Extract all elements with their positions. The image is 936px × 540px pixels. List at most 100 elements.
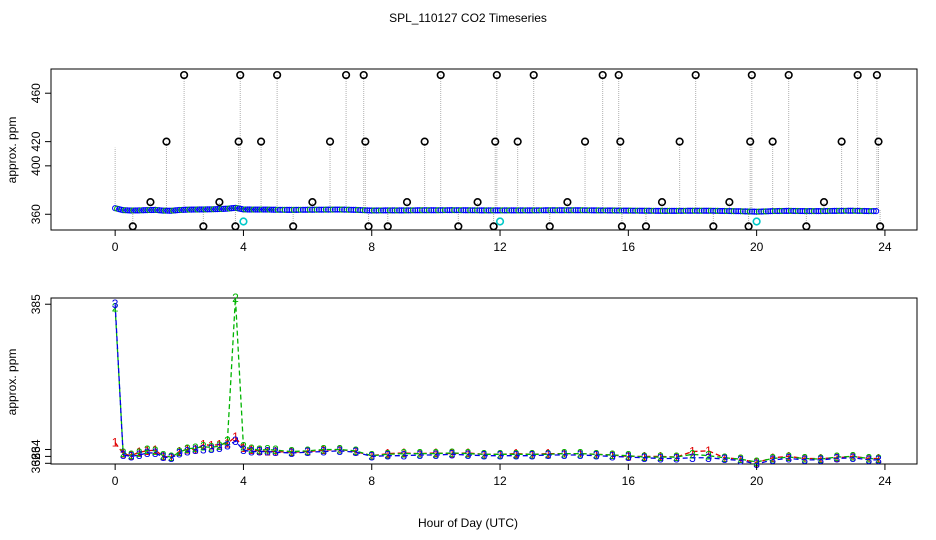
calibration-point — [709, 222, 718, 231]
series-1-marker: 1 — [561, 447, 568, 461]
series-2-marker: 2 — [384, 447, 391, 461]
series-3-marker: 3 — [352, 445, 359, 459]
series-2-marker: 2 — [721, 451, 728, 465]
baseline-point — [673, 207, 680, 214]
series-2-marker: 2 — [801, 451, 808, 465]
baseline-point — [334, 206, 341, 213]
baseline-point — [730, 208, 737, 215]
baseline-point — [512, 207, 520, 214]
baseline-point — [178, 206, 185, 214]
baseline-point — [297, 206, 304, 213]
baseline-point — [428, 207, 435, 214]
baseline-point — [409, 207, 417, 214]
baseline-point — [222, 205, 229, 212]
baseline-point — [842, 207, 850, 214]
bottom-xtick-label: 4 — [240, 474, 247, 488]
series-1-marker: 1 — [657, 449, 664, 463]
series-3-marker: 3 — [609, 449, 616, 463]
series-1-marker: 1 — [577, 447, 584, 461]
series-3-marker: 3 — [465, 448, 472, 462]
calibration-point — [234, 137, 243, 146]
baseline-point — [645, 207, 653, 214]
baseline-point — [687, 207, 694, 214]
baseline-point — [311, 206, 318, 213]
bottom-ytick-label: 363 — [29, 446, 43, 466]
baseline-point — [641, 207, 648, 214]
series-3-marker: 3 — [561, 448, 568, 462]
baseline-point — [272, 206, 279, 213]
baseline-point — [680, 207, 687, 214]
series-1-marker: 1 — [433, 446, 440, 460]
baseline-point — [425, 207, 433, 214]
series-2-marker: 2 — [152, 444, 159, 458]
baseline-point — [826, 207, 834, 215]
series-2-marker: 2 — [336, 442, 343, 456]
baseline-point — [870, 208, 877, 215]
series-3-marker: 3 — [208, 442, 215, 456]
baseline-point — [348, 206, 355, 213]
baseline-point — [545, 207, 552, 214]
baseline-point — [698, 207, 705, 214]
baseline-point — [393, 207, 401, 214]
baseline-point — [586, 207, 593, 214]
baseline-point — [430, 207, 437, 214]
baseline-point — [212, 206, 219, 213]
calibration-point — [768, 137, 777, 146]
baseline-point — [274, 206, 281, 213]
series-1-marker: 1 — [352, 445, 359, 459]
series-3-marker: 3 — [529, 449, 536, 463]
baseline-point — [457, 207, 465, 214]
calibration-point — [236, 70, 245, 80]
series-3-marker: 3 — [769, 453, 776, 467]
baseline-point — [634, 207, 641, 214]
series-2-marker: 2 — [449, 446, 456, 460]
bottom-xtick-label: 16 — [622, 474, 636, 488]
calibration-point — [215, 198, 224, 207]
baseline-point — [350, 206, 357, 213]
baseline-point — [439, 207, 446, 214]
calibration-point — [563, 198, 572, 207]
baseline-point — [751, 208, 758, 215]
baseline-point — [268, 206, 275, 213]
series-1-marker: 1 — [417, 447, 424, 461]
calibration-point — [853, 70, 862, 80]
baseline-point — [682, 207, 689, 214]
baseline-point — [671, 207, 678, 214]
series-1-marker: 1 — [833, 451, 840, 465]
series-1-marker: 1 — [400, 446, 407, 460]
baseline-point — [464, 207, 472, 214]
baseline-point — [318, 206, 325, 213]
series-1-marker: 1 — [200, 438, 207, 452]
series-1-marker: 1 — [176, 445, 183, 459]
calibration-point — [341, 70, 351, 80]
baseline-point — [771, 207, 779, 215]
baseline-point — [366, 207, 373, 214]
series-2-line — [114, 297, 879, 463]
baseline-point — [561, 207, 568, 214]
baseline-point — [194, 206, 201, 213]
baseline-point — [485, 207, 492, 214]
series-2-marker: 2 — [737, 452, 744, 466]
baseline-point — [819, 207, 827, 215]
series-3-marker: 3 — [801, 453, 808, 467]
baseline-point — [593, 207, 600, 214]
calibration-point — [146, 198, 155, 207]
baseline-point — [359, 207, 366, 214]
series-2-marker: 2 — [168, 450, 175, 464]
calibration-point — [489, 222, 498, 231]
baseline-point — [666, 207, 673, 214]
series-2-marker: 2 — [288, 445, 295, 459]
series-3-marker: 3 — [112, 297, 119, 311]
baseline-point — [220, 205, 227, 212]
baseline-point — [391, 207, 398, 214]
baseline-point — [776, 207, 783, 215]
baseline-point — [563, 207, 570, 214]
series-1-marker: 1 — [256, 444, 263, 458]
series-3-marker: 3 — [168, 451, 175, 465]
series-2-marker: 2 — [465, 447, 472, 461]
series-2-marker: 2 — [200, 440, 207, 454]
baseline-point — [432, 207, 439, 214]
baseline-point — [538, 207, 545, 214]
baseline-point — [808, 208, 815, 215]
baseline-point — [254, 206, 261, 213]
